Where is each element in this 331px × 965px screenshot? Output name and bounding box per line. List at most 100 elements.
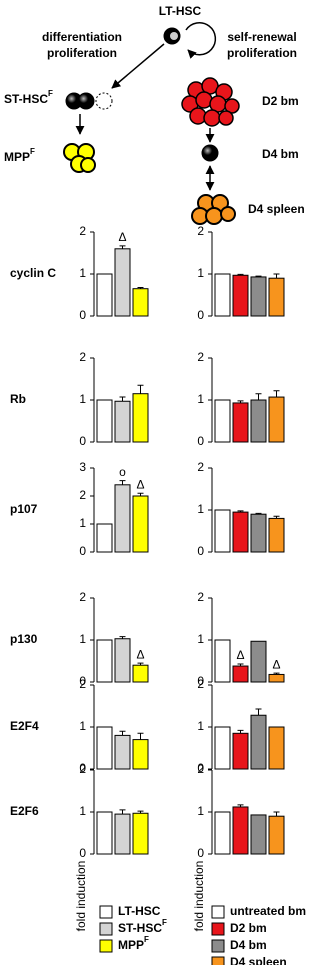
bar xyxy=(132,288,149,317)
legend-swatch xyxy=(211,922,225,936)
legend-text: ST-HSC xyxy=(118,921,162,935)
error-bar xyxy=(273,672,280,675)
row-label: Rb xyxy=(10,392,26,406)
bar xyxy=(250,814,267,855)
bar xyxy=(114,484,131,553)
error-bar xyxy=(137,662,144,666)
y-tick-label: 2 xyxy=(197,460,204,474)
error-bar xyxy=(137,492,144,496)
error-bar xyxy=(273,273,280,279)
y-tick-label: 0 xyxy=(79,846,86,860)
y-tick-label: 2 xyxy=(197,224,204,238)
cell xyxy=(77,92,95,110)
bar xyxy=(268,277,285,317)
bar xyxy=(214,509,231,553)
y-tick-label: 1 xyxy=(197,804,204,818)
cell-label: MPPF xyxy=(4,147,35,164)
bar xyxy=(214,811,231,855)
y-axis-label: fold induction xyxy=(192,861,206,932)
cell-cluster xyxy=(191,194,236,225)
bar xyxy=(250,640,267,683)
bar xyxy=(268,396,285,443)
y-tick-label: 3 xyxy=(79,460,86,474)
y-axis-label: fold induction xyxy=(74,861,88,932)
y-tick-label: 1 xyxy=(197,266,204,280)
error-bar xyxy=(137,286,144,289)
legend-label: ST-HSCF xyxy=(118,918,167,935)
bar xyxy=(268,673,285,683)
cell-label: D2 bm xyxy=(262,94,299,108)
y-tick-label: 1 xyxy=(197,392,204,406)
legend-label: D4 spleen xyxy=(230,955,287,965)
significance-mark: Δ xyxy=(118,230,126,244)
y-tick-label: 2 xyxy=(197,350,204,364)
error-bar xyxy=(137,732,144,740)
cell-cluster xyxy=(63,143,96,173)
cell-label: ST-HSCF xyxy=(4,89,53,106)
bar xyxy=(214,273,231,317)
error-bar xyxy=(237,804,244,807)
legend-label: untreated bm xyxy=(230,904,306,918)
legend-text: D4 spleen xyxy=(230,955,287,965)
error-bar xyxy=(137,384,144,394)
significance-mark: Δ xyxy=(236,648,244,662)
y-tick-label: 2 xyxy=(79,350,86,364)
bar xyxy=(132,495,149,553)
y-tick-label: 1 xyxy=(79,632,86,646)
y-tick-label: 2 xyxy=(79,677,86,691)
significance-mark: Δ xyxy=(272,657,280,671)
legend-label: D4 bm xyxy=(230,938,267,952)
y-tick-label: 0 xyxy=(79,674,86,688)
legend-swatch xyxy=(99,905,113,919)
legend-sup: F xyxy=(144,935,149,944)
y-tick-label: 2 xyxy=(79,488,86,502)
bar xyxy=(132,739,149,770)
error-bar xyxy=(237,273,244,276)
bar xyxy=(214,399,231,443)
y-tick-label: 0 xyxy=(197,544,204,558)
error-bar xyxy=(119,809,126,815)
significance-mark: o xyxy=(119,465,126,479)
error-bar xyxy=(273,811,280,817)
arrow-label: differentiation xyxy=(42,30,122,44)
bar xyxy=(96,811,113,855)
y-tick-label: 1 xyxy=(79,266,86,280)
y-tick-label: 2 xyxy=(197,762,204,776)
y-tick-label: 2 xyxy=(197,590,204,604)
y-tick-label: 0 xyxy=(197,308,204,322)
cell-nucleus xyxy=(170,32,178,40)
error-bar xyxy=(237,510,244,513)
row-label: p107 xyxy=(10,502,38,516)
label-sup: F xyxy=(30,147,35,156)
y-tick-label: 0 xyxy=(79,544,86,558)
y-tick-label: 1 xyxy=(197,502,204,516)
bar xyxy=(132,812,149,855)
error-bar xyxy=(273,390,280,398)
legend-swatch xyxy=(211,956,225,965)
y-tick-label: 0 xyxy=(79,308,86,322)
row-label: E2F4 xyxy=(10,719,39,733)
error-bar xyxy=(119,730,126,736)
bar xyxy=(96,399,113,443)
label-text: ST-HSC xyxy=(4,92,48,106)
legend-swatch xyxy=(211,939,225,953)
bar xyxy=(232,274,249,317)
legend-text: untreated bm xyxy=(230,904,306,918)
label-sup: F xyxy=(48,89,53,98)
bar xyxy=(96,639,113,683)
bar xyxy=(232,732,249,770)
error-bar xyxy=(237,729,244,734)
y-tick-label: 1 xyxy=(79,392,86,406)
error-bar xyxy=(255,393,262,400)
cell-ghost xyxy=(95,92,113,110)
bar xyxy=(96,273,113,317)
row-label: cyclin C xyxy=(10,266,56,280)
legend-text: D2 bm xyxy=(230,921,267,935)
bar xyxy=(268,815,285,855)
legend-text: LT-HSC xyxy=(118,904,161,918)
error-bar xyxy=(119,396,126,402)
bar xyxy=(232,511,249,553)
bar xyxy=(114,813,131,855)
y-tick-label: 2 xyxy=(79,762,86,776)
bar xyxy=(214,639,231,683)
